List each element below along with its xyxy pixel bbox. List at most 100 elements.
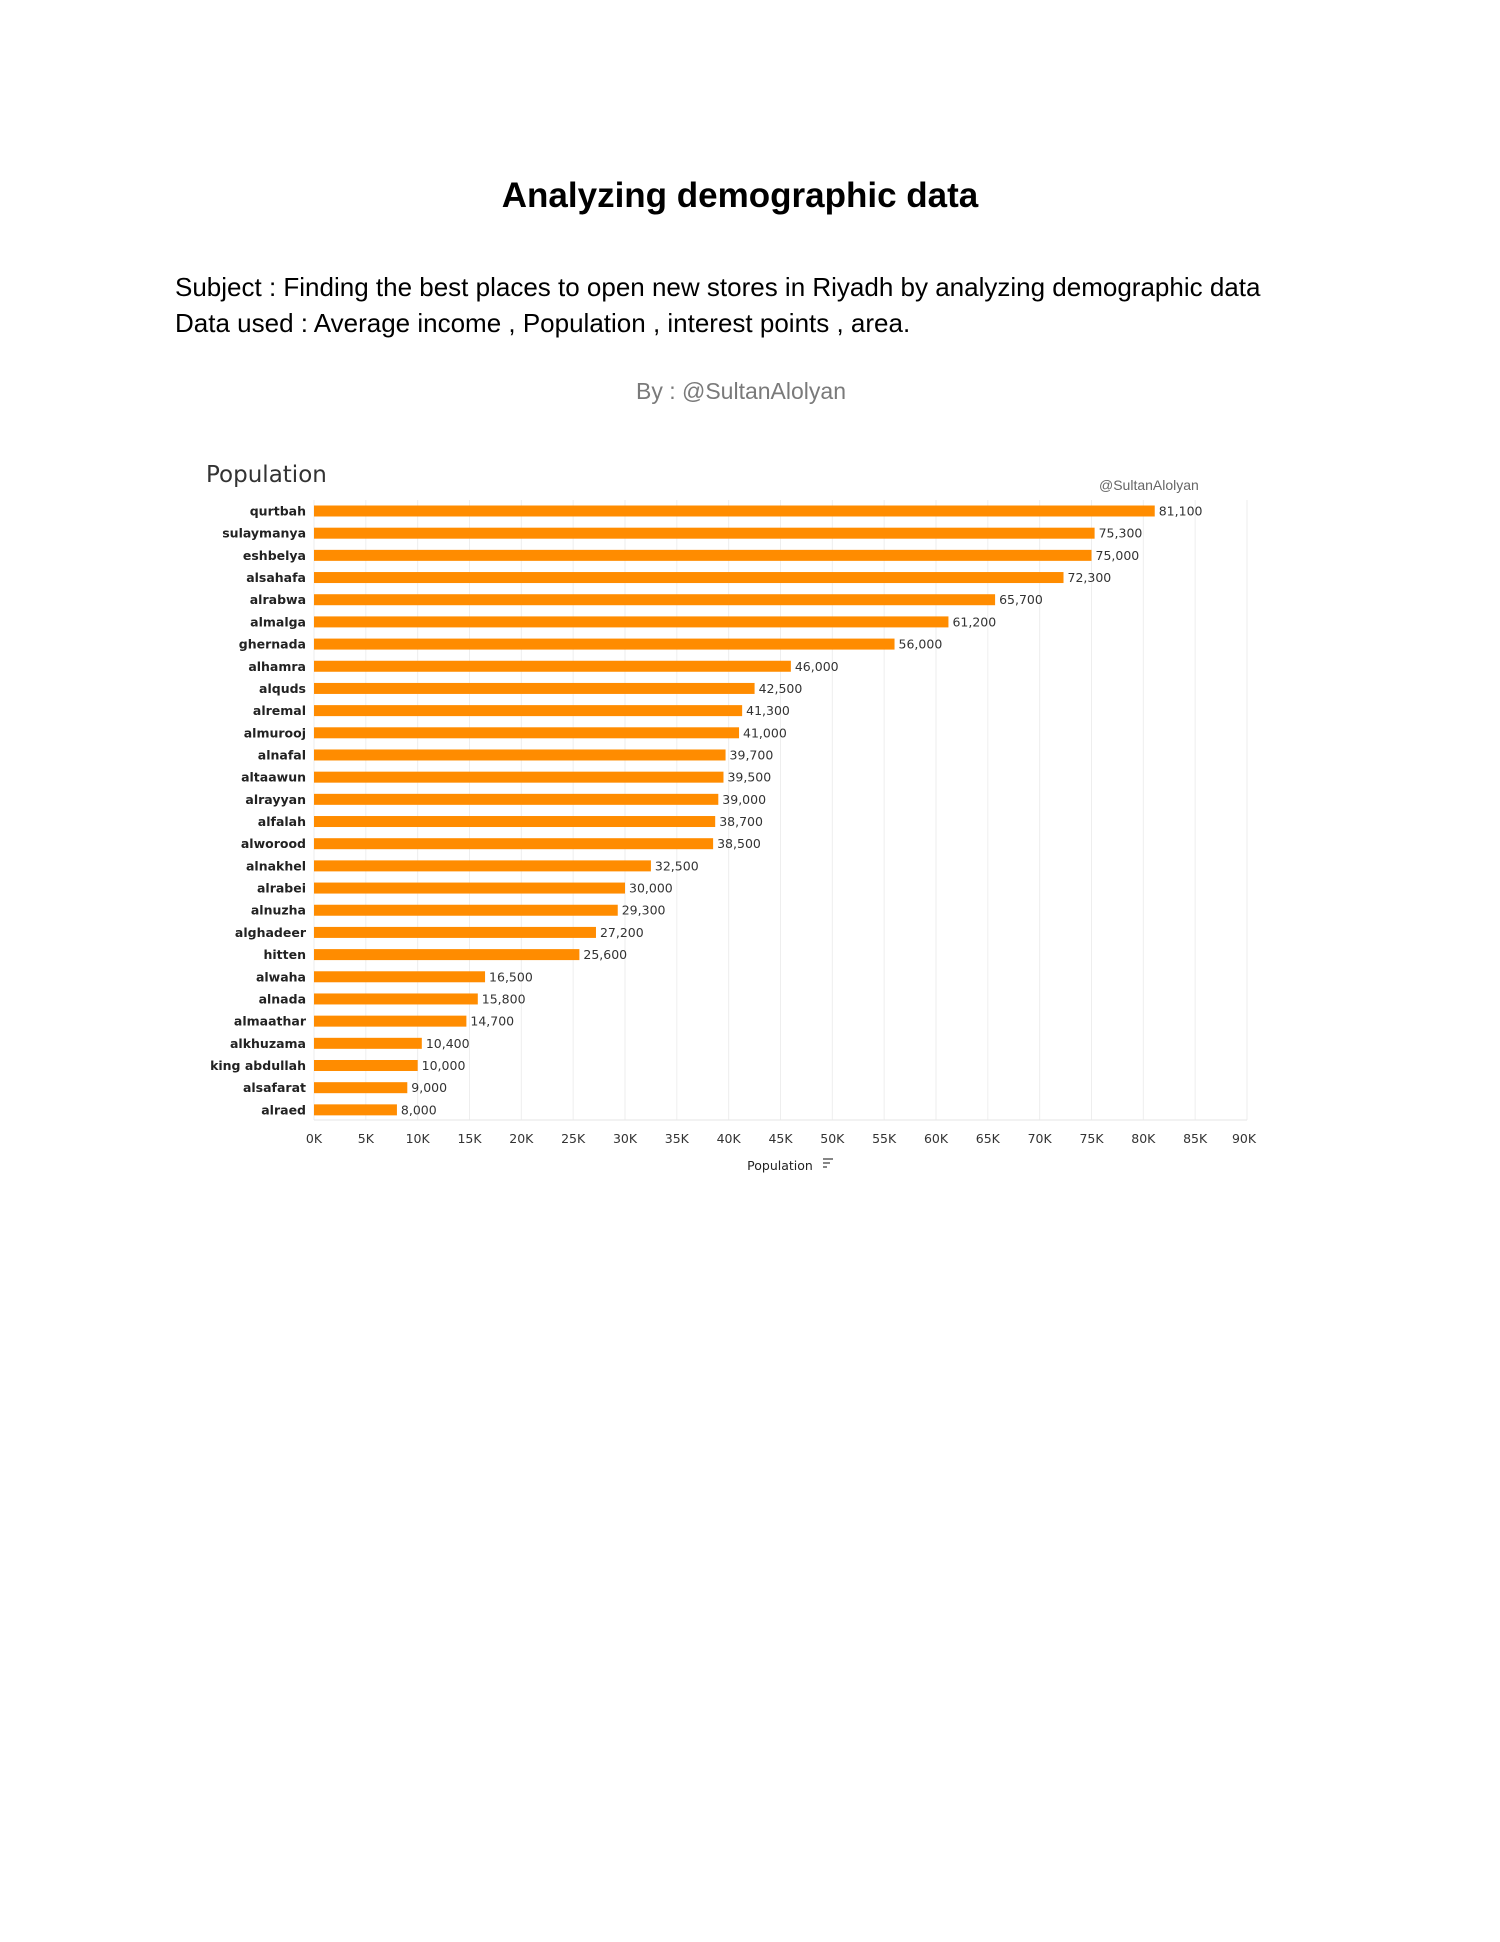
bar	[314, 1060, 418, 1071]
bar	[314, 549, 1092, 561]
x-tick-label: 5K	[358, 1131, 375, 1146]
data-label: 30,000	[629, 881, 673, 896]
data-label: 10,400	[426, 1036, 470, 1051]
category-label: alrayyan	[245, 792, 306, 807]
x-tick-label: 15K	[457, 1131, 482, 1146]
data-label: 27,200	[600, 925, 644, 940]
data-label: 39,500	[727, 770, 771, 785]
data-label: 72,300	[1068, 570, 1112, 585]
category-label: qurtbah	[250, 504, 306, 519]
x-tick-label: 10K	[406, 1131, 431, 1146]
x-tick-label: 20K	[509, 1131, 534, 1146]
bar	[314, 882, 625, 894]
x-tick-label: 0K	[306, 1131, 323, 1146]
bar	[314, 771, 724, 783]
x-axis-title: Population	[747, 1158, 813, 1173]
category-label: alworood	[241, 836, 306, 851]
category-label: ghernada	[239, 637, 306, 652]
x-tick-label: 90K	[1232, 1131, 1257, 1146]
bar	[314, 926, 596, 938]
data-label: 29,300	[622, 903, 666, 918]
x-tick-label: 50K	[820, 1131, 845, 1146]
data-label: 42,500	[759, 681, 803, 696]
data-label: 16,500	[489, 969, 533, 984]
bar	[314, 705, 743, 717]
x-tick-label: 80K	[1131, 1131, 1156, 1146]
category-label: alnafal	[258, 747, 306, 762]
data-label: 61,200	[952, 614, 996, 629]
x-tick-label: 70K	[1028, 1131, 1053, 1146]
x-tick-label: 55K	[872, 1131, 897, 1146]
category-label: alkhuzama	[230, 1036, 306, 1051]
byline: By : @SultanAlolyan	[635, 378, 846, 404]
category-label: alnuzha	[251, 903, 306, 918]
category-label: alwaha	[256, 969, 306, 984]
x-tick-label: 40K	[717, 1131, 742, 1146]
data-label: 46,000	[795, 659, 839, 674]
category-label: alnada	[259, 991, 306, 1006]
data-used-text: Data used : Average income , Population …	[175, 308, 911, 338]
x-tick-label: 35K	[665, 1131, 690, 1146]
data-label: 81,100	[1159, 504, 1203, 519]
bar	[314, 660, 791, 672]
bar	[314, 1082, 408, 1094]
x-tick-label: 85K	[1183, 1131, 1208, 1146]
data-label: 75,300	[1099, 526, 1143, 541]
data-label: 8,000	[401, 1102, 437, 1117]
data-label: 15,800	[482, 991, 526, 1006]
page-title: Analyzing demographic data	[501, 176, 979, 215]
chart-title: Population	[206, 462, 327, 488]
x-tick-label: 75K	[1079, 1131, 1104, 1146]
data-label: 75,000	[1096, 548, 1140, 563]
bar	[314, 749, 726, 761]
data-label: 41,300	[746, 703, 790, 718]
data-label: 9,000	[411, 1080, 447, 1095]
x-tick-label: 60K	[924, 1131, 949, 1146]
category-label: sulaymanya	[222, 526, 306, 541]
category-label: almurooj	[244, 725, 306, 740]
category-label: alhamra	[248, 659, 306, 674]
category-label: almalga	[250, 614, 306, 629]
category-label: almaathar	[234, 1014, 307, 1029]
category-label: alrabei	[257, 881, 306, 896]
chart-credit: @SultanAlolyan	[1099, 477, 1199, 493]
bar	[314, 793, 719, 805]
category-label: hitten	[263, 947, 306, 962]
category-label: alquds	[259, 681, 306, 696]
data-label: 56,000	[899, 637, 943, 652]
x-tick-label: 65K	[976, 1131, 1001, 1146]
data-label: 41,000	[743, 725, 787, 740]
bar	[314, 594, 996, 606]
subject-text: Subject : Finding the best places to ope…	[175, 272, 1261, 302]
bar	[314, 682, 755, 694]
bar	[314, 816, 716, 828]
bar	[314, 505, 1155, 517]
category-label: alrabwa	[250, 592, 306, 607]
data-label: 39,700	[730, 747, 774, 762]
bar	[314, 860, 651, 872]
data-label: 14,700	[470, 1014, 514, 1029]
bar	[314, 638, 895, 650]
bar	[314, 971, 486, 983]
bar	[314, 993, 478, 1005]
category-label: king abdullah	[210, 1058, 306, 1073]
bar	[314, 727, 740, 739]
bar	[314, 1015, 467, 1027]
bar	[314, 527, 1095, 539]
x-tick-label: 30K	[613, 1131, 638, 1146]
x-tick-label: 45K	[768, 1131, 793, 1146]
x-tick-label: 25K	[561, 1131, 586, 1146]
bar	[314, 616, 949, 628]
category-label: alremal	[253, 703, 306, 718]
data-label: 10,000	[422, 1058, 466, 1073]
data-label: 38,700	[719, 814, 763, 829]
bar	[314, 1037, 422, 1049]
bar	[314, 572, 1064, 584]
category-label: alfalah	[258, 814, 306, 829]
category-label: eshbelya	[243, 548, 306, 563]
bar	[314, 1104, 397, 1116]
data-label: 25,600	[583, 947, 627, 962]
bar	[314, 838, 714, 850]
category-label: alsafarat	[243, 1080, 306, 1095]
